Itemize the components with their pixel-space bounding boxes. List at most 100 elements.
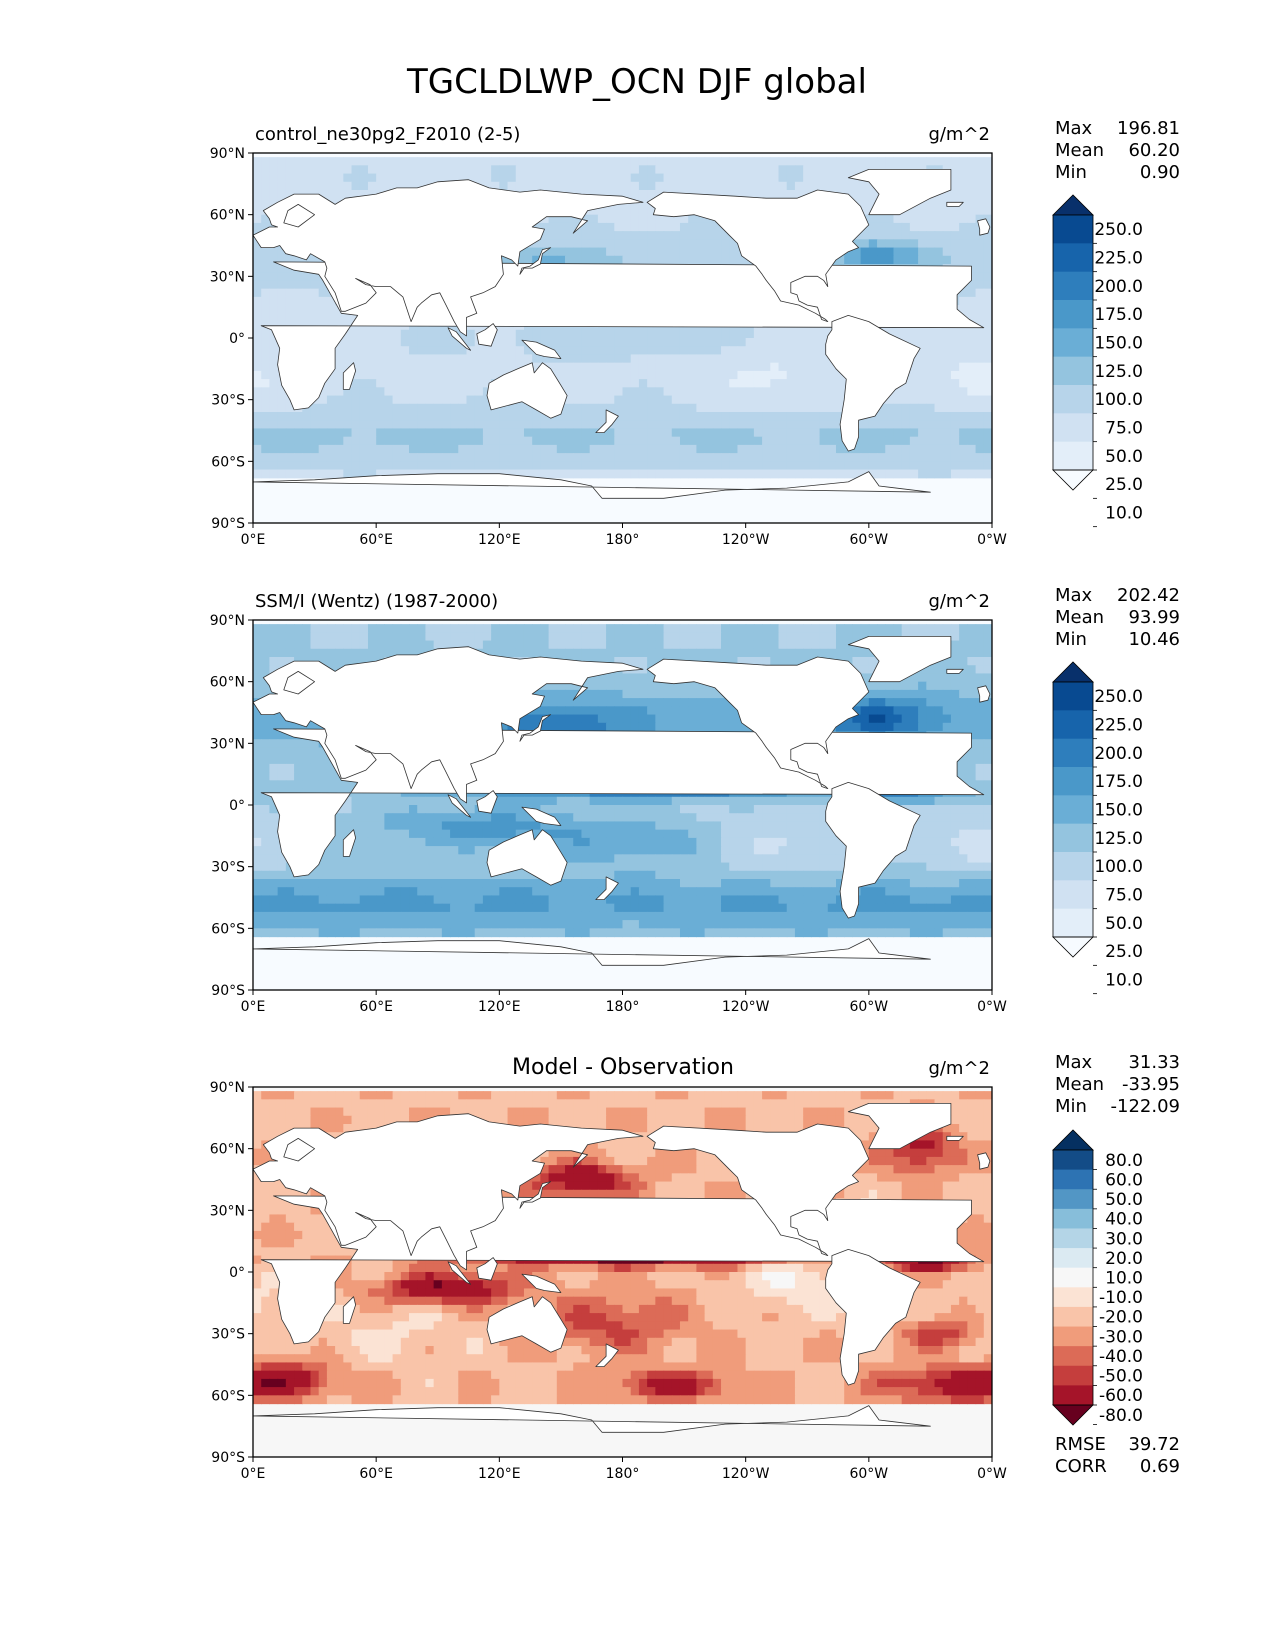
contour-cell [581, 444, 591, 454]
contour-cell [409, 469, 418, 479]
contour-cell [499, 412, 509, 421]
contour-cell [523, 436, 533, 446]
contour-cell [811, 362, 821, 372]
contour-cell [548, 338, 558, 347]
contour-cell [950, 231, 960, 240]
contour-cell [942, 706, 952, 716]
contour-cell [573, 461, 583, 471]
contour-cell [253, 657, 262, 666]
contour-cell [326, 370, 336, 380]
contour-cell [942, 698, 952, 707]
contour-cell [335, 379, 344, 388]
contour-cell [532, 165, 541, 175]
contour-cell [359, 444, 369, 454]
contour-cell [671, 214, 681, 224]
contour-cell [499, 632, 509, 642]
contour-cell [310, 272, 320, 282]
contour-cell [326, 453, 336, 462]
contour-cell [565, 444, 574, 454]
contour-cell [688, 354, 697, 364]
contour-cell [359, 461, 369, 471]
contour-cell [622, 239, 632, 249]
contour-cell [967, 640, 977, 650]
contour-cell [433, 370, 443, 380]
contour-cell [770, 648, 780, 658]
contour-cell [294, 428, 303, 438]
contour-cell [770, 379, 780, 388]
contour-cell [548, 722, 558, 732]
figure-title: TGCLDLWP_OCN DJF global [406, 62, 867, 102]
contour-cell [597, 231, 607, 240]
contour-cell [597, 640, 607, 650]
contour-cell [384, 469, 394, 479]
contour-cell [343, 181, 353, 191]
contour-cell [597, 165, 607, 175]
contour-cell [959, 648, 968, 658]
stat-max-value: 196.81 [1117, 118, 1180, 139]
contour-cell [786, 395, 796, 405]
contour-cell [729, 436, 739, 446]
contour-cell [885, 247, 895, 257]
contour-cell [515, 354, 525, 364]
contour-cell [942, 346, 952, 356]
contour-cell [655, 453, 665, 462]
contour-cell [499, 329, 509, 339]
contour-cell [614, 338, 624, 347]
lon-tick-label: 120°W [722, 532, 770, 548]
contour-cell [261, 665, 271, 675]
contour-cell [737, 362, 747, 372]
contour-cell [704, 722, 714, 732]
contour-cell [351, 461, 361, 471]
contour-cell [918, 714, 927, 724]
contour-cell [975, 436, 985, 446]
contour-cell [556, 632, 566, 642]
contour-cell [565, 362, 574, 372]
contour-cell [326, 157, 336, 166]
contour-cell [745, 428, 755, 438]
contour-cell [285, 181, 295, 191]
contour-cell [975, 665, 985, 675]
contour-cell [647, 673, 656, 683]
contour-cell [712, 239, 722, 249]
contour-cell [351, 157, 361, 166]
contour-cell [909, 698, 919, 707]
contour-cell [975, 428, 985, 438]
contour-cell [253, 288, 262, 298]
contour-cell [688, 395, 697, 405]
contour-cell [934, 453, 944, 462]
contour-cell [630, 190, 640, 199]
contour-cell [967, 338, 977, 347]
contour-cell [950, 329, 960, 339]
contour-cell [532, 239, 541, 249]
contour-cell [614, 157, 624, 166]
contour-cell [647, 395, 656, 405]
contour-cell [400, 624, 410, 633]
contour-cell [959, 395, 968, 405]
contour-cell [753, 379, 763, 388]
contour-cell [679, 247, 689, 257]
contour-cell [589, 403, 599, 413]
contour-cell [285, 657, 295, 666]
contour-cell [376, 354, 385, 364]
contour-cell [901, 157, 911, 166]
contour-cell [852, 461, 862, 471]
stats-block: Max 196.81 Mean 60.20 Min 0.90 [1055, 118, 1180, 183]
contour-cell [261, 689, 271, 699]
contour-cell [762, 444, 771, 454]
contour-cell [565, 255, 574, 265]
contour-cell [959, 296, 968, 306]
contour-cell [614, 428, 624, 438]
contour-cell [729, 420, 739, 430]
contour-cell [425, 436, 435, 446]
contour-cell [417, 453, 427, 462]
contour-cell [441, 165, 451, 175]
contour-cell [499, 338, 509, 347]
contour-cell [507, 420, 517, 430]
contour-cell [581, 648, 591, 658]
contour-cell [942, 403, 952, 413]
contour-cell [589, 370, 599, 380]
contour-cell [852, 255, 862, 265]
contour-cell [253, 689, 262, 699]
contour-cell [983, 403, 992, 413]
contour-cell [638, 181, 648, 191]
